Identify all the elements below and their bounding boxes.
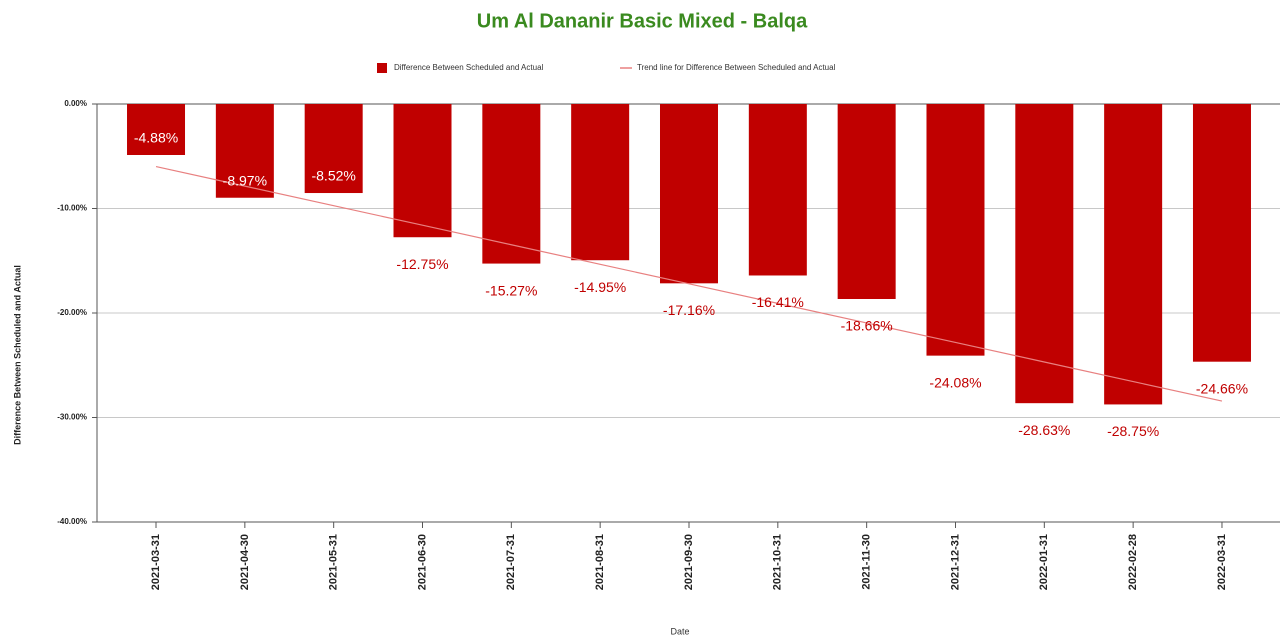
y-tick-label: 0.00% — [64, 99, 87, 108]
data-label: -18.66% — [841, 318, 893, 334]
y-tick-label: -30.00% — [57, 413, 87, 422]
bar — [1192, 104, 1251, 362]
bar — [127, 104, 186, 155]
data-label: -14.95% — [574, 279, 626, 295]
bar — [659, 104, 718, 284]
x-tick-label: 2021-04-30 — [239, 534, 251, 590]
x-tick-label: 2021-08-31 — [594, 534, 606, 590]
x-tick-label: 2021-10-31 — [772, 534, 784, 590]
bar — [1015, 104, 1074, 404]
data-label: -12.75% — [396, 256, 448, 272]
bar — [837, 104, 896, 299]
legend-swatch — [377, 63, 387, 73]
x-tick-label: 2022-02-28 — [1127, 534, 1139, 590]
legend-label: Trend line for Difference Between Schedu… — [637, 63, 836, 72]
bar — [482, 104, 541, 264]
data-label: -24.66% — [1196, 380, 1248, 396]
data-label: -8.52% — [311, 168, 355, 184]
y-tick-label: -40.00% — [57, 517, 87, 526]
x-tick-label: 2021-06-30 — [416, 534, 428, 590]
data-label: -24.08% — [929, 374, 981, 390]
data-label: -4.88% — [134, 130, 178, 146]
bar — [1104, 104, 1163, 405]
y-tick-label: -10.00% — [57, 204, 87, 213]
bar — [926, 104, 985, 356]
x-tick-label: 2021-07-31 — [505, 534, 517, 590]
x-tick-label: 2021-03-31 — [150, 534, 162, 590]
data-label: -28.75% — [1107, 423, 1159, 439]
x-tick-label: 2021-05-31 — [328, 534, 340, 590]
data-label: -28.63% — [1018, 422, 1070, 438]
x-tick-label: 2021-12-31 — [949, 534, 961, 590]
chart-title: Um Al Dananir Basic Mixed - Balqa — [477, 10, 808, 32]
legend-label: Difference Between Scheduled and Actual — [394, 63, 544, 72]
data-label: -8.97% — [223, 172, 267, 188]
bar — [748, 104, 807, 276]
bar — [393, 104, 452, 238]
bar — [571, 104, 630, 261]
data-label: -16.41% — [752, 294, 804, 310]
bar — [304, 104, 363, 194]
x-tick-label: 2021-09-30 — [683, 534, 695, 590]
trend-line — [155, 166, 1223, 402]
x-tick-label: 2022-01-31 — [1038, 534, 1050, 590]
y-tick-label: -20.00% — [57, 308, 87, 317]
x-axis-title: Date — [670, 626, 689, 636]
x-tick-label: 2021-11-30 — [861, 534, 873, 590]
x-tick-label: 2022-03-31 — [1216, 534, 1228, 590]
data-label: -17.16% — [663, 302, 715, 318]
y-axis-title: Difference Between Scheduled and Actual — [12, 265, 22, 445]
data-label: -15.27% — [485, 282, 537, 298]
